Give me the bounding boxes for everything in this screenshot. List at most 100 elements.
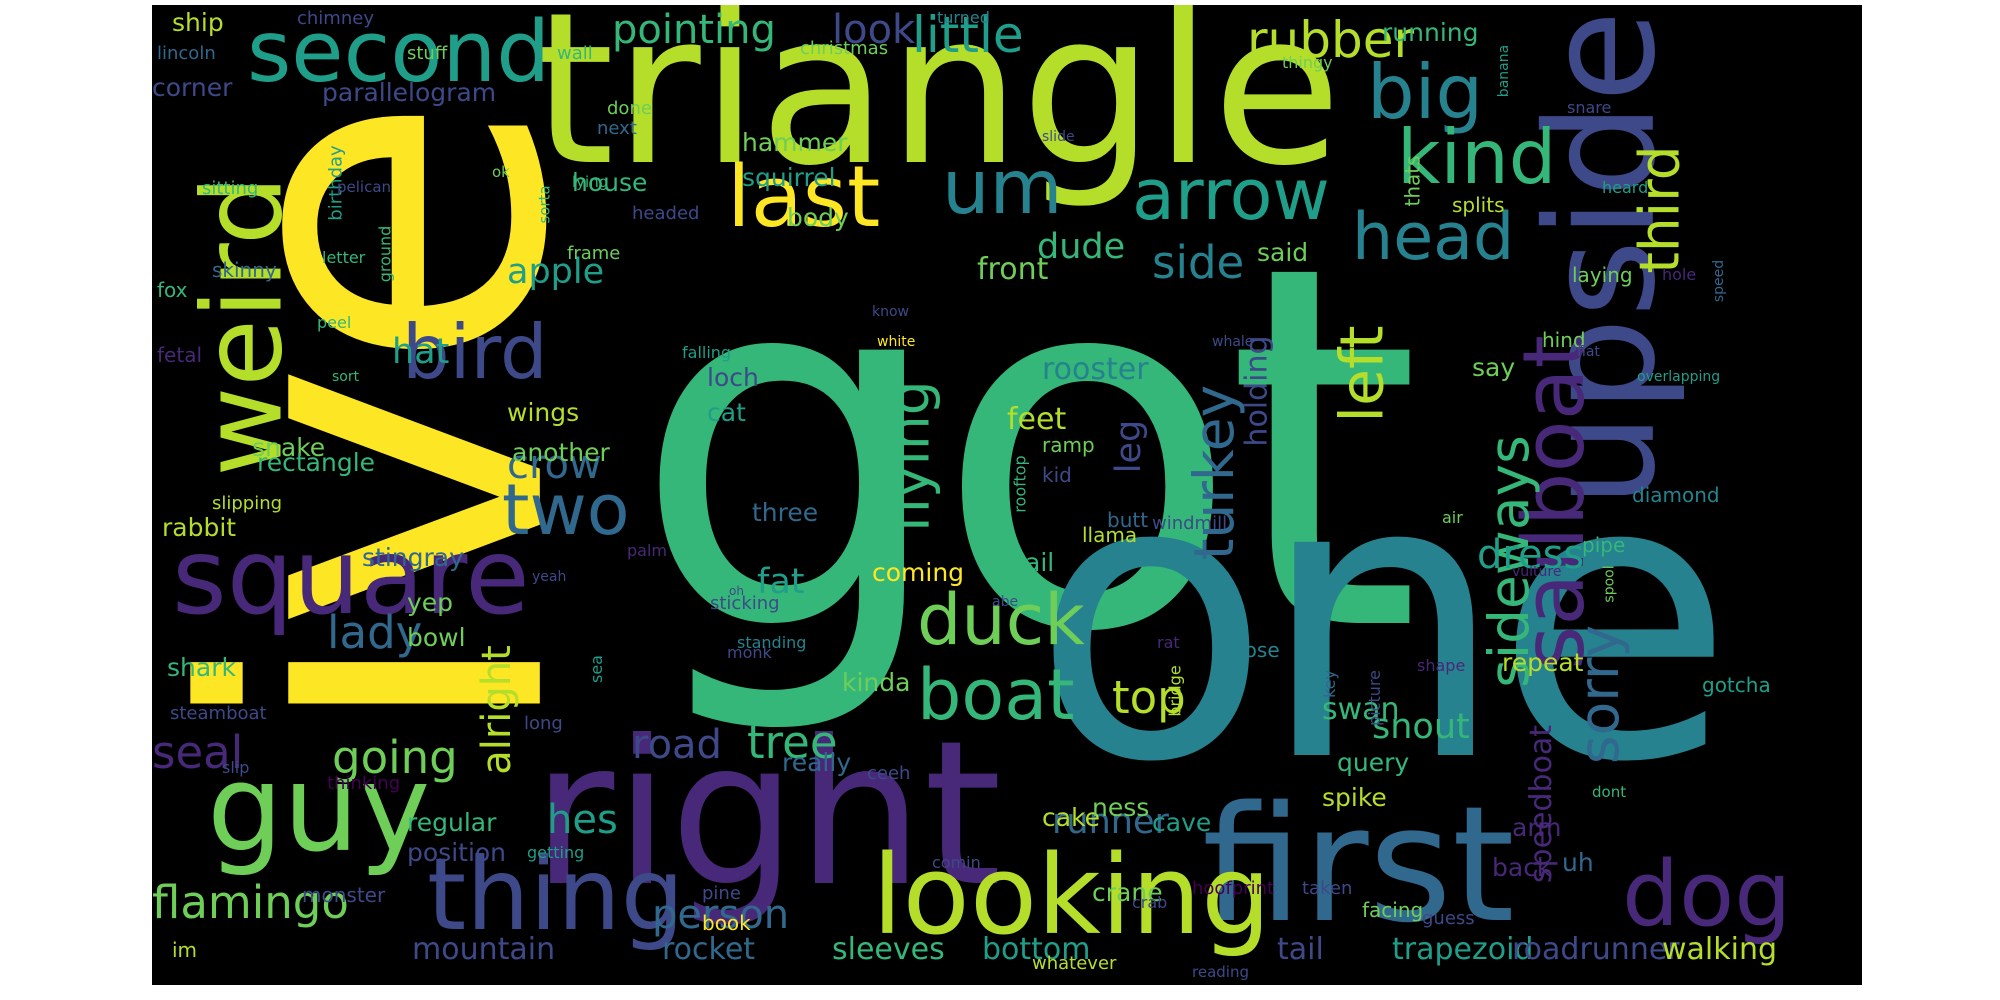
word-runner: runner [1052, 802, 1169, 842]
word-palm: palm [627, 541, 667, 560]
word-ship: ship [172, 8, 224, 37]
word-rectangle: rectangle [257, 448, 376, 477]
word-dog: dog [1622, 842, 1792, 947]
word-kind: kind [1397, 113, 1557, 201]
word-spike: spike [1322, 783, 1387, 812]
word-guess: guess [1422, 908, 1475, 929]
word-nose: nose [1232, 638, 1280, 662]
word-dress: dress [1477, 532, 1585, 578]
word-kinda: kinda [842, 668, 911, 697]
word-thinking: thinking [327, 773, 401, 794]
word-rooftop: rooftop [1010, 454, 1030, 513]
word-running: running [1382, 18, 1479, 47]
word-first: first [1202, 771, 1515, 958]
word-big: big [1367, 48, 1484, 136]
word-getting: getting [527, 843, 585, 862]
word-sea: sea [586, 655, 606, 683]
word-know: know [872, 304, 909, 320]
word-left: left [1327, 324, 1398, 423]
word-sail: sail [1012, 548, 1055, 577]
word-really: really [782, 748, 852, 777]
word-key: key [1320, 669, 1340, 699]
word-white: white [877, 334, 916, 350]
word-steamboat: steamboat [170, 703, 267, 724]
word-sorry: sorry [1567, 624, 1632, 765]
word-ok: ok [492, 163, 510, 181]
word-looking: looking [872, 831, 1271, 959]
word-spool: spool [1601, 564, 1618, 603]
word-squirrel: squirrel [742, 163, 836, 192]
word-body: body [787, 203, 849, 232]
word-thing: thing [427, 836, 685, 953]
word-hole: hole [1662, 265, 1697, 284]
word-slide: slide [1042, 129, 1075, 145]
word-turned: turned [937, 8, 990, 27]
word-air: air [1442, 508, 1463, 527]
word-guy: guy [207, 740, 431, 879]
word-standing: standing [737, 633, 807, 652]
word-road: road [632, 722, 722, 768]
word-shark: shark [167, 653, 236, 682]
word-corner: corner [152, 73, 233, 102]
word-alright: alright [473, 645, 520, 775]
word-comin: comin [932, 853, 981, 872]
word-wings: wings [507, 398, 580, 427]
word-next: next [597, 118, 637, 139]
word-abe: abe [992, 594, 1019, 610]
word-say: say [1472, 353, 1516, 382]
word-cake: cake [1042, 803, 1101, 832]
word-bottom: bottom [982, 932, 1091, 967]
word-thingy: thingy [1282, 53, 1333, 72]
word-coming: coming [872, 558, 965, 587]
word-monk: monk [727, 643, 772, 662]
word-duck: duck [917, 579, 1085, 661]
word-rooster: rooster [1042, 352, 1149, 387]
word-chimney: chimney [297, 8, 374, 29]
word-seal: seal [152, 726, 244, 779]
word-second: second [247, 5, 551, 102]
word-long: long [524, 713, 563, 734]
word-whatever: whatever [1032, 953, 1117, 974]
word-query: query [1337, 748, 1410, 777]
word-another: another [512, 438, 610, 467]
word-leg: leg [1109, 419, 1150, 474]
word-dont: dont [1592, 783, 1627, 801]
word-bridge: bridge [1165, 664, 1185, 717]
word-hes: hes [547, 797, 618, 843]
word-walking: walking [1662, 932, 1778, 967]
word-snare: snare [1567, 98, 1612, 117]
word-peel: peel [317, 313, 352, 332]
word-reading: reading [1192, 963, 1249, 981]
word-laying: laying [1572, 263, 1633, 287]
word-triangle: triangle [532, 5, 1342, 212]
word-stuff: stuff [407, 43, 448, 64]
word-three: three [752, 498, 819, 527]
word-pointing: pointing [612, 7, 776, 53]
word-regular: regular [407, 808, 497, 837]
word-sleeves: sleeves [832, 932, 945, 967]
word-book: book [702, 911, 751, 935]
word-holding: holding [1239, 334, 1275, 447]
word-yep: yep [407, 588, 454, 617]
word-hind: hind [1542, 328, 1586, 352]
word-swan: swan [1322, 692, 1400, 727]
word-heard: heard [1602, 178, 1649, 197]
word-head: head [1352, 200, 1515, 275]
word-frame: frame [567, 243, 621, 264]
word-little: little [912, 6, 1024, 64]
word-im: im [172, 938, 198, 962]
word-snake: snake [252, 433, 326, 462]
word-square: square [172, 516, 530, 638]
word-pine: pine [702, 883, 741, 904]
word-done: done [607, 98, 652, 119]
word-whale: whale [1212, 334, 1254, 350]
word-taken: taken [1302, 878, 1353, 899]
word-thats: thats [1400, 154, 1425, 207]
word-roadrunner: roadrunner [1512, 932, 1680, 967]
word-flying: flying [877, 379, 942, 533]
word-diamond: diamond [1632, 483, 1720, 507]
word-hammer: hammer [742, 128, 848, 157]
word-arrow: arrow [1132, 154, 1330, 236]
word-arm: arm [1512, 813, 1562, 842]
word-llama: llama [1082, 523, 1138, 547]
